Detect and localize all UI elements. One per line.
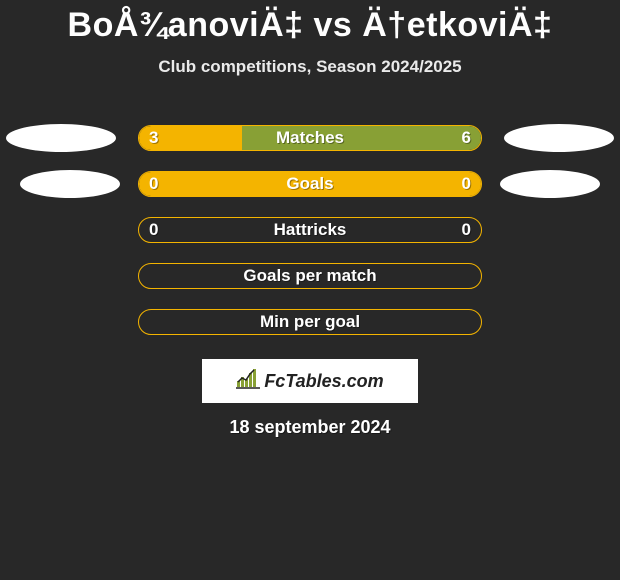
stat-row-hattricks: 0 0Hattricks xyxy=(0,207,620,253)
stat-value-left: 0 xyxy=(149,174,158,194)
fctables-inner: FcTables.com xyxy=(236,369,383,394)
stat-row-min-per-goal: Min per goal xyxy=(0,299,620,345)
stat-rows: 36Matches00Goals00HattricksGoals per mat… xyxy=(0,115,620,345)
stat-bar-goals-per-match: Goals per match xyxy=(138,263,482,289)
stat-value-right: 0 xyxy=(462,174,471,194)
stat-value-right: 6 xyxy=(462,128,471,148)
stat-bar-left-fill xyxy=(139,172,481,196)
stat-value-left: 0 xyxy=(149,220,158,240)
fctables-label: FcTables.com xyxy=(264,371,383,392)
bar-chart-icon xyxy=(236,369,260,394)
player-left-ellipse xyxy=(6,124,116,152)
player-right-ellipse xyxy=(500,170,600,198)
comparison-widget: BoÅ¾anoviÄ‡ vs Ä†etkoviÄ‡ Club competiti… xyxy=(0,0,620,580)
stat-row-goals: 00Goals xyxy=(0,161,620,207)
stat-label: Min per goal xyxy=(139,312,481,332)
stat-value-left: 3 xyxy=(149,128,158,148)
stat-bar-right-fill xyxy=(242,126,481,150)
stat-value-right: 0 xyxy=(462,220,471,240)
fctables-badge: FcTables.com xyxy=(202,359,418,403)
page-title: BoÅ¾anoviÄ‡ vs Ä†etkoviÄ‡ xyxy=(0,0,620,45)
player-left-ellipse xyxy=(20,170,120,198)
stat-bar-hattricks: 0 0Hattricks xyxy=(138,217,482,243)
stat-bar-min-per-goal: Min per goal xyxy=(138,309,482,335)
stat-bar-matches: 36Matches xyxy=(138,125,482,151)
player-right-ellipse xyxy=(504,124,614,152)
stat-label: Hattricks xyxy=(139,220,481,240)
date-label: 18 september 2024 xyxy=(0,417,620,438)
stat-label: Goals per match xyxy=(139,266,481,286)
stat-row-goals-per-match: Goals per match xyxy=(0,253,620,299)
stat-bar-goals: 00Goals xyxy=(138,171,482,197)
stat-row-matches: 36Matches xyxy=(0,115,620,161)
page-subtitle: Club competitions, Season 2024/2025 xyxy=(0,57,620,77)
